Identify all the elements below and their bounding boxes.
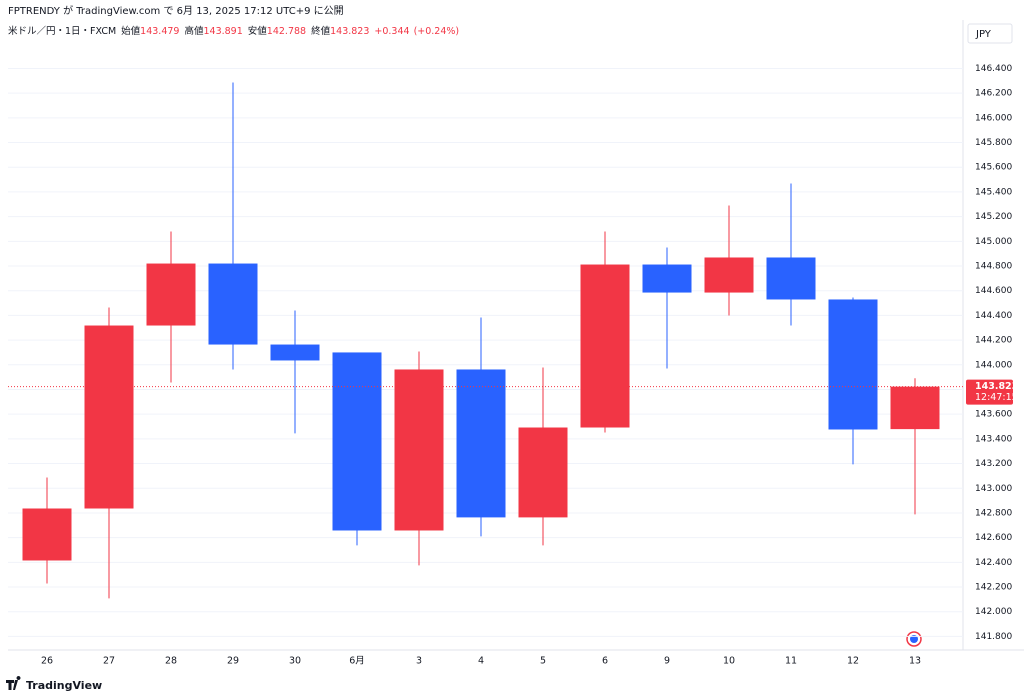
ohlc-value: 143.479	[140, 26, 179, 37]
y-tick-label: 146.400	[975, 64, 1012, 74]
candle-body	[84, 325, 134, 509]
x-tick-label: 30	[289, 656, 301, 667]
ohlc-value: 143.891	[203, 26, 242, 37]
caption: FPTRENDY が TradingView.com で 6月 13, 2025…	[8, 4, 344, 17]
y-tick-label: 142.200	[975, 583, 1012, 593]
ohlc-label: 始値	[121, 25, 141, 37]
candle-body	[704, 257, 754, 293]
x-tick-label: 5	[540, 656, 546, 667]
y-tick-label: 145.400	[975, 187, 1012, 197]
x-tick-label: 9	[664, 656, 670, 667]
candle-body	[580, 264, 630, 428]
x-tick-label: 12	[847, 656, 859, 667]
x-tick-label: 6	[602, 656, 608, 667]
candle-body	[518, 427, 568, 518]
x-tick-label: 4	[478, 656, 484, 667]
y-tick-label: 144.200	[975, 336, 1012, 346]
countdown: 12:47:15	[975, 392, 1018, 403]
y-tick-label: 142.600	[975, 533, 1012, 543]
currency: JPY	[975, 29, 992, 40]
y-tick-label: 143.200	[975, 459, 1012, 469]
brand-logo	[6, 676, 21, 690]
y-tick-label: 145.200	[975, 212, 1012, 222]
y-tick-label: 142.400	[975, 558, 1012, 568]
candle-body	[146, 263, 196, 326]
symbol-line: 米ドル／円・1日・FXCM 始値143.479 高値143.891 安値142.788…	[8, 25, 459, 37]
x-tick-label: 29	[227, 656, 239, 667]
candle-body	[270, 344, 320, 361]
candle-body	[208, 263, 258, 345]
y-tick-label: 145.800	[975, 138, 1012, 148]
last-price-box	[966, 379, 1013, 405]
candle-body	[890, 386, 940, 430]
y-tick-label: 142.000	[975, 607, 1012, 617]
ohlc-label: 高値	[184, 25, 204, 37]
candle-body	[394, 369, 444, 531]
last-price: 143.823	[975, 381, 1018, 392]
event-flag-inner	[910, 635, 918, 643]
y-tick-label: 146.200	[975, 89, 1012, 99]
ohlc-label: 終値	[311, 25, 331, 37]
x-tick-label: 10	[723, 656, 735, 667]
y-tick-label: 144.800	[975, 262, 1012, 272]
y-tick-label: 144.400	[975, 311, 1012, 321]
x-tick-label: 27	[103, 656, 115, 667]
brand: TradingView	[26, 679, 102, 692]
change: +0.344	[374, 26, 409, 37]
y-tick-label: 144.000	[975, 360, 1012, 370]
legend: 米ドル／円・1日・FXCM 始値143.479 高値143.891 安値142.788…	[8, 25, 459, 37]
y-tick-label: 144.600	[975, 286, 1012, 296]
x-tick-label: 6月	[349, 656, 365, 667]
candle-body	[766, 257, 816, 300]
y-tick-label: 143.600	[975, 410, 1012, 420]
candle-body	[828, 299, 878, 430]
y-tick-label: 141.800	[975, 632, 1012, 642]
x-tick-label: 26	[41, 656, 53, 667]
x-tick-label: 13	[909, 656, 921, 667]
y-tick-label: 145.000	[975, 237, 1012, 247]
y-tick-label: 143.400	[975, 434, 1012, 444]
change-pct: (+0.24%)	[414, 26, 460, 37]
candle-body	[642, 264, 692, 293]
y-tick-label: 143.000	[975, 484, 1012, 494]
ohlc-label: 安値	[248, 25, 268, 37]
ohlc-value: 143.823	[330, 26, 369, 37]
x-tick-label: 3	[416, 656, 422, 667]
candle-body	[456, 369, 506, 518]
y-tick-label: 145.600	[975, 163, 1012, 173]
candle-body	[22, 508, 72, 561]
currency-box[interactable]	[967, 23, 1013, 44]
x-tick-label: 11	[785, 656, 797, 667]
y-tick-label: 142.800	[975, 508, 1012, 518]
y-tick-label: 146.000	[975, 113, 1012, 123]
x-tick-label: 28	[165, 656, 177, 667]
candle-body	[332, 352, 382, 531]
ohlc-value: 142.788	[267, 26, 306, 37]
symbol: 米ドル／円・1日・FXCM	[8, 25, 116, 37]
